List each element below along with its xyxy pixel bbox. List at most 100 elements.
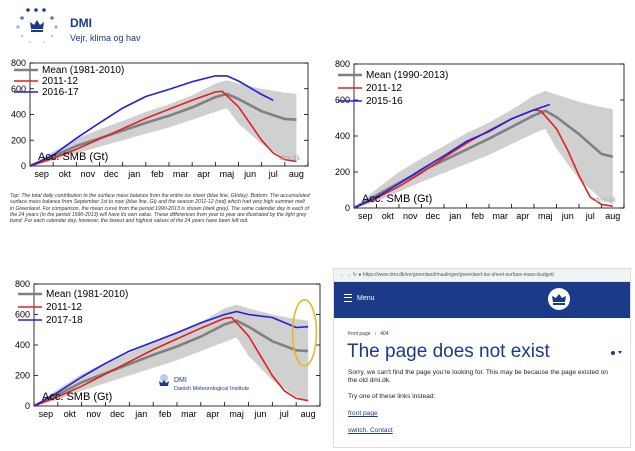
y-tick-label: 600 — [335, 95, 350, 105]
variability-band — [30, 80, 297, 166]
x-tick-label: dec — [110, 409, 125, 419]
x-tick-label: dec — [425, 211, 440, 221]
legend-label: 2016-17 — [42, 87, 79, 98]
x-tick-label: apr — [516, 211, 529, 221]
y-tick-label: 800 — [335, 59, 350, 69]
inset-logo-name: DMI — [174, 377, 187, 384]
legend-label: 2011-12 — [42, 76, 78, 87]
x-tick-label: jan — [134, 409, 147, 419]
series-line-mean — [33, 319, 309, 408]
x-tick-label: mar — [173, 169, 189, 179]
logo-name: DMI — [70, 16, 92, 30]
x-tick-label: aug — [605, 211, 620, 221]
x-tick-label: sep — [34, 169, 49, 179]
more-options-icon[interactable] — [610, 349, 622, 357]
breadcrumb-home[interactable]: front page — [348, 331, 371, 337]
series-line-blue — [29, 75, 274, 167]
dmi-logo: DMI Vejr, klima og hav — [8, 4, 208, 54]
x-tick-label: jan — [448, 211, 461, 221]
x-tick-label: jul — [268, 169, 278, 179]
series-line-red — [29, 90, 297, 167]
highlight-ellipse — [291, 298, 318, 367]
crown-logo-icon[interactable] — [548, 288, 570, 310]
x-tick-label: feb — [159, 409, 172, 419]
y-tick-label: 200 — [11, 135, 26, 145]
x-tick-label: feb — [471, 211, 484, 221]
smb-chart-2016-17: 0 200 400 600 800 sep okt nov dec jan feb mar apr maj… — [11, 58, 309, 179]
address-bar[interactable]: ← → ↻ ● https://www.dmi.dk/en/groenland/… — [334, 269, 630, 282]
legend-label: Mean (1981-2010) — [42, 65, 124, 76]
y-tick-label: 800 — [11, 58, 26, 68]
x-tick-label: jul — [585, 211, 595, 221]
y-tick-label: 200 — [335, 167, 350, 177]
series-line-blue — [33, 310, 309, 407]
y-tick-label: 400 — [11, 110, 26, 120]
back-arrow-icon[interactable]: ← — [340, 272, 345, 278]
series-line-mean — [29, 92, 297, 168]
menu-label: Menu — [357, 294, 375, 302]
menu-button[interactable]: Menu — [344, 294, 375, 302]
x-tick-label: dec — [104, 169, 119, 179]
smb-chart-2015-16: 0 200 400 600 800 sep okt nov dec jan feb mar apr maj… — [335, 59, 625, 221]
x-tick-label: okt — [382, 211, 395, 221]
x-tick-label: apr — [206, 409, 219, 419]
y-tick-label: 0 — [345, 203, 350, 213]
y-tick-label: 400 — [335, 131, 350, 141]
variability-band — [34, 304, 309, 406]
browser-screenshot: ← → ↻ ● https://www.dmi.dk/en/groenland/… — [333, 268, 631, 448]
smb-chart-2017-18: 0 200 400 600 800 sep okt nov dec jan feb mar apr maj… — [15, 279, 321, 419]
x-tick-label: nov — [81, 169, 96, 179]
x-tick-label: aug — [301, 409, 316, 419]
dmi-logo-graphic: DMI Vejr, klima og hav — [16, 8, 141, 44]
logo-dot — [160, 374, 168, 382]
y-tick-label: 200 — [15, 371, 30, 381]
x-tick-label: maj — [220, 169, 235, 179]
legend-label: 2017-18 — [46, 315, 83, 326]
x-tick-label: nov — [86, 409, 101, 419]
x-tick-label: sep — [358, 211, 373, 221]
y-tick-label: 0 — [21, 161, 26, 171]
x-tick-label: okt — [64, 409, 77, 419]
x-tick-label: mar — [493, 211, 509, 221]
x-tick-label: apr — [197, 169, 210, 179]
series-line-blue — [353, 103, 551, 209]
x-tick-label: jun — [243, 169, 256, 179]
x-tick-label: jan — [127, 169, 140, 179]
x-tick-label: nov — [403, 211, 418, 221]
crown-icon — [30, 20, 44, 32]
x-tick-label: maj — [538, 211, 553, 221]
link-contact[interactable]: switch. Contact — [348, 427, 393, 434]
logo-tagline: Vejr, klima og hav — [70, 33, 141, 43]
x-tick-label: jun — [561, 211, 574, 221]
legend-label: 2015-16 — [366, 96, 403, 107]
page-title: The page does not exist — [347, 341, 550, 362]
legend-label: 2011-12 — [46, 302, 82, 313]
url-text[interactable]: https://www.dmi.dk/en/groenland/maalinge… — [362, 272, 555, 278]
legend-label: Mean (1981-2010) — [46, 289, 128, 300]
y-tick-label: 400 — [15, 340, 30, 350]
y-tick-label: 0 — [25, 401, 30, 411]
y-axis-label: Acc. SMB (Gt) — [38, 151, 108, 163]
series-line-red — [33, 316, 309, 407]
forward-arrow-icon[interactable]: → — [346, 272, 352, 278]
link-front-page[interactable]: front page — [348, 410, 378, 417]
breadcrumb: front page › 404 — [348, 331, 389, 337]
legend-label: Mean (1990-2013) — [366, 70, 448, 81]
y-axis-label: Acc. SMB (Gt) — [42, 391, 112, 403]
y-tick-label: 800 — [15, 279, 30, 289]
inset-logo-subtitle: Danish Meteorological Institute — [174, 386, 249, 392]
y-axis-label: Acc. SMB (Gt) — [362, 193, 432, 205]
x-tick-label: okt — [59, 169, 72, 179]
watermark: dmi.dk — [595, 197, 616, 204]
x-tick-label: maj — [229, 409, 244, 419]
inset-dmi-logo: DMI Danish Meteorological Institute — [159, 374, 249, 392]
x-tick-label: jun — [253, 409, 266, 419]
x-tick-label: feb — [151, 169, 164, 179]
x-tick-label: jul — [279, 409, 289, 419]
x-tick-label: mar — [181, 409, 197, 419]
links-intro: Try one of these links instead: — [348, 393, 436, 400]
lock-icon: ● — [358, 272, 362, 278]
y-tick-label: 600 — [11, 84, 26, 94]
reload-icon[interactable]: ↻ — [352, 272, 357, 278]
error-message: Sorry, we can't find the page you're loo… — [348, 369, 608, 384]
